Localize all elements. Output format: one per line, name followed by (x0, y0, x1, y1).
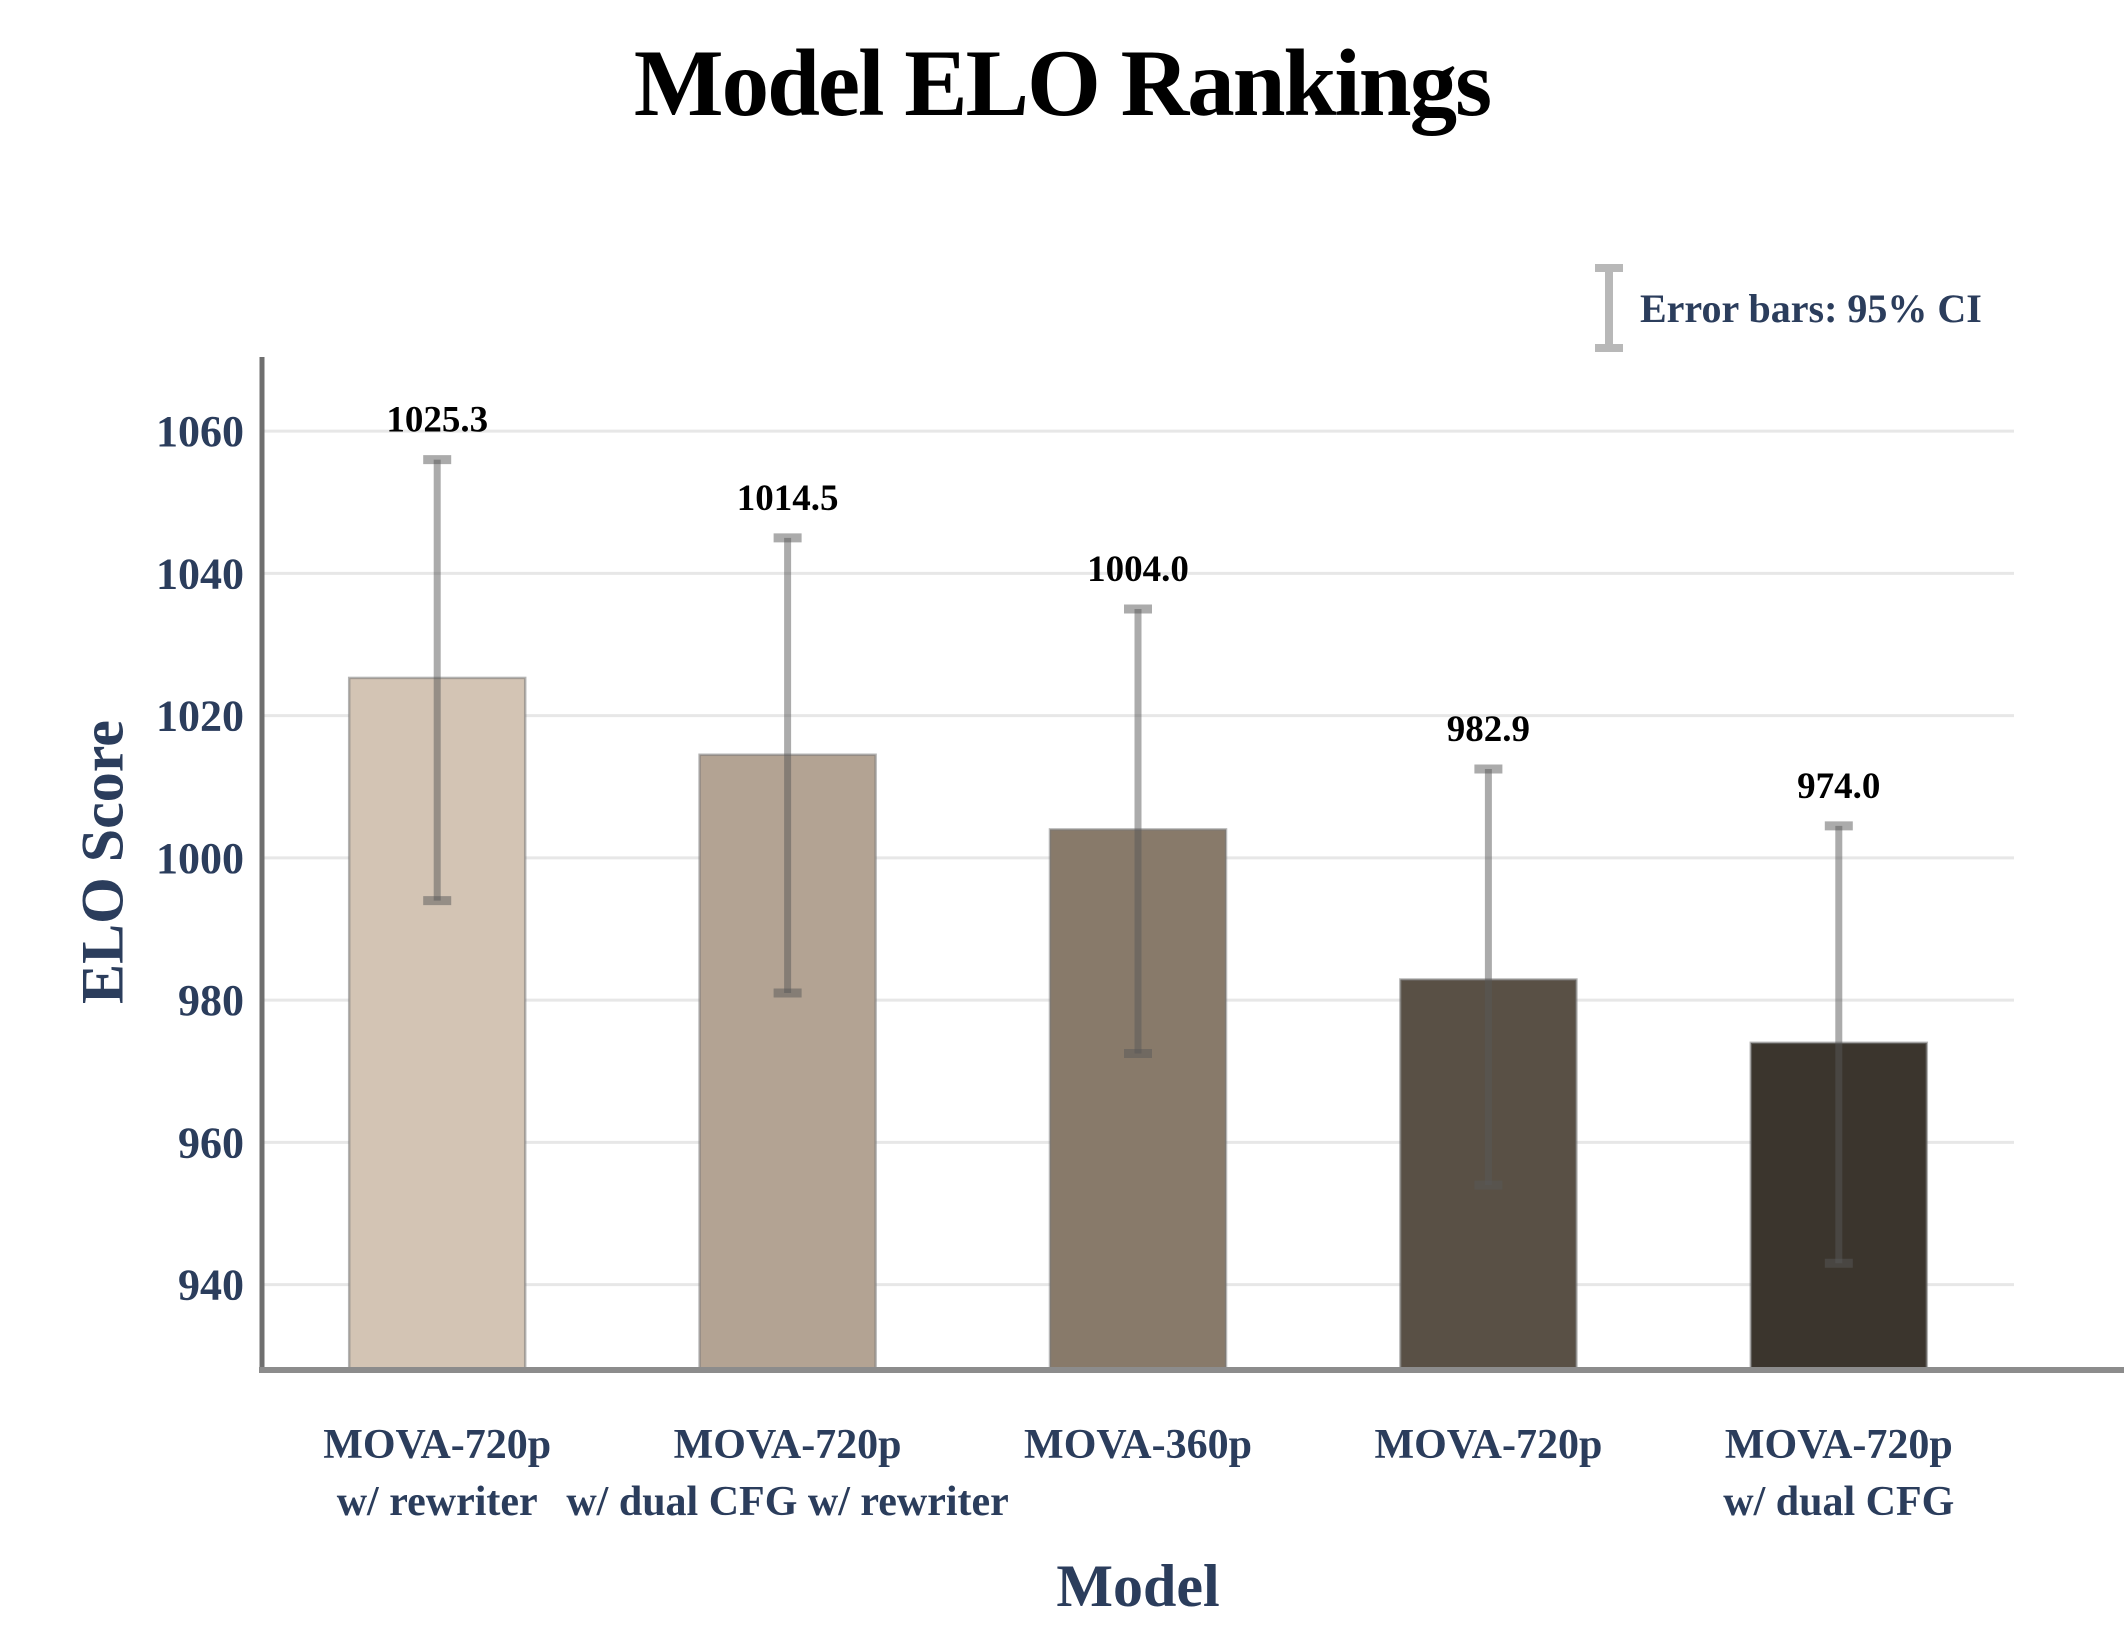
value-label: 1004.0 (1087, 549, 1189, 590)
x-axis-title: Model (1056, 1553, 1220, 1619)
x-tick-label: MOVA-720p (1374, 1422, 1602, 1468)
x-tick-label: MOVA-720p (323, 1422, 551, 1468)
x-tick-label: w/ dual CFG (1723, 1479, 1954, 1525)
y-tick-label: 1020 (156, 692, 244, 741)
x-tick-label: w/ rewriter (337, 1479, 538, 1525)
value-label: 982.9 (1447, 709, 1530, 750)
error-bar-icon (1595, 264, 1623, 352)
y-tick-label: 940 (178, 1261, 244, 1310)
value-label: 1014.5 (737, 478, 839, 519)
x-tick-label: MOVA-720p (674, 1422, 902, 1468)
value-label: 974.0 (1797, 766, 1880, 807)
y-tick-label: 1060 (156, 407, 244, 456)
y-tick-label: 1040 (156, 549, 244, 598)
x-tick-label: w/ dual CFG w/ rewriter (566, 1479, 1008, 1525)
legend: Error bars: 95% CI (1594, 264, 1982, 352)
x-tick-label: MOVA-360p (1024, 1422, 1252, 1468)
page-title: Model ELO Rankings (633, 30, 1492, 136)
value-label: 1025.3 (386, 400, 488, 441)
y-tick-label: 980 (178, 976, 244, 1025)
y-tick-label: 960 (178, 1118, 244, 1167)
x-tick-label: MOVA-720p (1725, 1422, 1953, 1468)
y-tick-label: 1000 (156, 834, 244, 883)
legend-label: Error bars: 95% CI (1640, 285, 1982, 331)
